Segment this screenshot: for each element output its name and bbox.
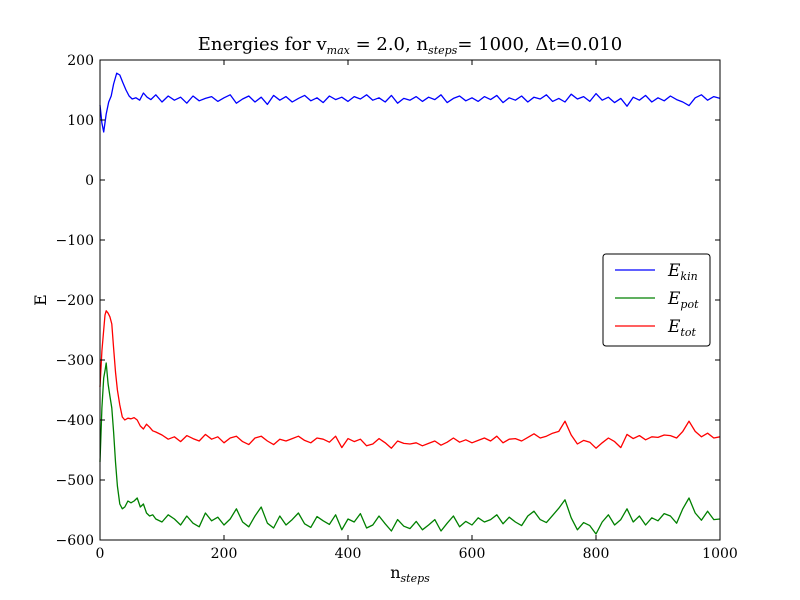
y-tick-label: −500 [56, 473, 94, 489]
y-tick-label: −300 [56, 353, 94, 369]
y-tick-label: −600 [56, 533, 94, 549]
x-tick-label: 200 [211, 546, 238, 562]
y-axis-label: E [31, 294, 50, 306]
series-line-kin [99, 72, 721, 133]
x-axis-label: nsteps [390, 563, 430, 585]
x-tick-label: 1000 [702, 546, 738, 562]
legend-label-kin: Ekin [667, 261, 698, 283]
y-tick-label: 200 [67, 53, 94, 69]
series-line-pot [99, 362, 721, 535]
x-tick-label: 400 [335, 546, 362, 562]
x-tick-label: 800 [583, 546, 610, 562]
y-tick-label: −200 [56, 293, 94, 309]
series-line-tot [99, 310, 721, 449]
legend-label-tot: Etot [667, 317, 696, 339]
y-tick-label: 100 [67, 113, 94, 129]
legend-box [602, 253, 711, 347]
x-tick-label: 0 [96, 546, 105, 562]
legend: Ekin Epot Etot [602, 253, 711, 347]
chart-title: Energies for vmax = 2.0, nsteps= 1000, Δ… [198, 34, 622, 57]
y-tick-label: −400 [56, 413, 94, 429]
legend-label-pot: Epot [667, 289, 699, 311]
y-tick-label: 0 [85, 173, 94, 189]
x-tick-label: 600 [459, 546, 486, 562]
ticks-layer: 0 200 400 600 800 10002001000−100−200−300−400… [56, 53, 738, 562]
series-layer [99, 72, 721, 535]
y-tick-label: −100 [56, 233, 94, 249]
